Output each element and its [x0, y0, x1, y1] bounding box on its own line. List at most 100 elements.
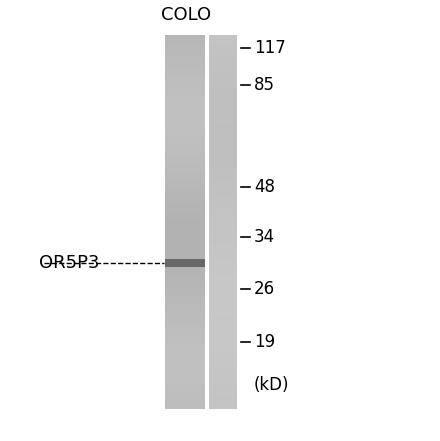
Bar	[209, 147, 238, 150]
Bar	[209, 244, 238, 247]
Bar	[165, 250, 205, 253]
Bar	[165, 34, 205, 38]
Text: OR5P3: OR5P3	[39, 254, 99, 272]
Bar	[165, 119, 205, 122]
Bar	[165, 216, 205, 219]
Bar	[165, 47, 205, 50]
Bar	[165, 56, 205, 60]
Bar	[209, 344, 238, 347]
Bar	[165, 312, 205, 315]
Bar	[209, 393, 238, 396]
Bar	[165, 184, 205, 187]
Bar	[209, 184, 238, 187]
Bar	[165, 340, 205, 344]
Bar	[209, 191, 238, 194]
Bar	[165, 381, 205, 384]
Bar	[165, 147, 205, 150]
Bar	[209, 384, 238, 387]
Bar	[209, 213, 238, 216]
Bar	[209, 259, 238, 262]
Bar	[165, 112, 205, 116]
Text: COLO: COLO	[161, 6, 211, 24]
Bar	[165, 82, 205, 85]
Bar	[209, 60, 238, 63]
Bar	[165, 153, 205, 156]
Bar	[209, 175, 238, 178]
Bar	[165, 50, 205, 53]
Bar	[165, 306, 205, 309]
Bar	[209, 250, 238, 253]
Bar	[209, 119, 238, 122]
Bar	[209, 390, 238, 393]
Bar	[165, 387, 205, 390]
Bar	[209, 50, 238, 53]
Bar	[165, 378, 205, 381]
Bar	[165, 203, 205, 206]
Bar	[209, 150, 238, 153]
Bar	[209, 160, 238, 163]
Bar	[165, 303, 205, 306]
Bar	[209, 216, 238, 219]
Bar	[209, 369, 238, 372]
Bar	[165, 359, 205, 363]
Bar	[209, 41, 238, 44]
Bar	[209, 181, 238, 184]
Bar	[209, 315, 238, 318]
Bar	[165, 206, 205, 209]
Bar	[209, 253, 238, 256]
Bar	[165, 237, 205, 241]
Bar	[165, 197, 205, 200]
Bar	[165, 38, 205, 41]
Bar	[209, 347, 238, 350]
Bar	[209, 378, 238, 381]
Bar	[209, 128, 238, 131]
Bar	[165, 178, 205, 181]
Bar	[209, 237, 238, 241]
Bar	[165, 144, 205, 147]
Bar	[165, 265, 205, 269]
Bar	[165, 209, 205, 213]
Bar	[165, 406, 205, 409]
Bar	[165, 231, 205, 234]
Bar	[165, 400, 205, 403]
Bar	[165, 166, 205, 169]
Bar	[209, 225, 238, 228]
Bar	[165, 322, 205, 325]
Bar	[165, 125, 205, 128]
Bar	[209, 63, 238, 66]
Bar	[209, 200, 238, 203]
Bar	[165, 44, 205, 47]
Bar	[165, 187, 205, 191]
Bar	[165, 128, 205, 131]
Bar	[209, 66, 238, 69]
Bar	[209, 97, 238, 100]
Bar	[209, 178, 238, 181]
Bar	[209, 116, 238, 119]
Bar	[209, 122, 238, 125]
Bar	[165, 122, 205, 125]
Bar	[209, 300, 238, 303]
Bar	[209, 153, 238, 156]
Bar	[209, 272, 238, 275]
Text: 85: 85	[254, 76, 275, 93]
Bar	[165, 175, 205, 178]
Bar	[165, 63, 205, 66]
Bar	[209, 166, 238, 169]
Bar	[165, 241, 205, 244]
Bar	[165, 334, 205, 337]
Bar	[165, 393, 205, 396]
Bar	[165, 222, 205, 225]
Bar	[209, 375, 238, 378]
Bar	[165, 219, 205, 222]
Bar	[165, 94, 205, 97]
Bar	[209, 135, 238, 138]
Bar	[165, 375, 205, 378]
Bar	[165, 75, 205, 78]
Bar	[209, 44, 238, 47]
Bar	[209, 381, 238, 384]
Bar	[209, 163, 238, 166]
Bar	[165, 131, 205, 135]
Bar	[209, 88, 238, 91]
Bar	[165, 200, 205, 203]
Bar	[165, 284, 205, 288]
